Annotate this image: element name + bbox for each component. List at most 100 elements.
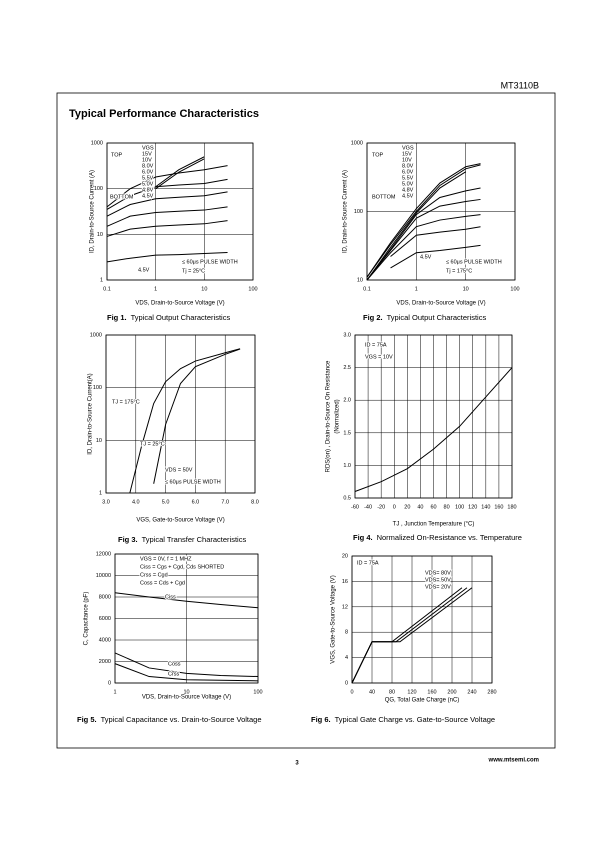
annotation: VGS (402, 145, 414, 151)
series-label: 10V (402, 157, 412, 163)
y-tick-label: 1.5 (343, 430, 351, 436)
x-tick-label: 40 (417, 504, 423, 510)
annotation: 4.5V (138, 267, 150, 273)
y-axis-label: ID, Drain-to-Source Current (A) (343, 170, 349, 253)
figure-caption: Typical Transfer Characteristics (142, 535, 247, 544)
y-tick-label: 12000 (96, 551, 111, 557)
x-tick-label: 100 (253, 689, 262, 695)
y-tick-label: 10000 (96, 573, 111, 579)
series-label: 4.5V (142, 193, 154, 199)
annotation: ID = 75A (365, 342, 387, 348)
curve (354, 367, 513, 492)
figure-label: Fig 2. (363, 313, 383, 322)
y-tick-label: 20 (342, 553, 348, 559)
x-tick-label: -40 (364, 504, 372, 510)
figure-label: Fig 1. (107, 313, 127, 322)
x-tick-label: 240 (467, 689, 476, 695)
annotation: TOP (111, 152, 123, 158)
annotation: ID = 75A (357, 560, 379, 566)
x-tick-label: 100 (510, 286, 519, 292)
series-label: Crss (168, 671, 180, 677)
x-tick-label: 120 (468, 504, 477, 510)
x-tick-label: 0 (393, 504, 396, 510)
annotation: 4.5V (420, 254, 432, 260)
curve (106, 252, 228, 263)
x-tick-label: 100 (455, 504, 464, 510)
x-tick-label: 60 (430, 504, 436, 510)
y-tick-label: 1 (99, 490, 102, 496)
annotation: ≤ 60μs PULSE WIDTH (165, 479, 221, 485)
annotation: Tj = 175°C (446, 268, 472, 274)
series-label: 5.0V (142, 181, 154, 187)
x-tick-label: 200 (447, 689, 456, 695)
y-tick-label: 8 (345, 630, 348, 636)
x-tick-label: 3.0 (102, 499, 110, 505)
figure-caption: Typical Output Characteristics (387, 313, 487, 322)
series-label: VDS= 20V (425, 584, 451, 590)
figure-caption: Normalized On-Resistance vs. Temperature (377, 533, 522, 542)
x-tick-label: 0 (350, 689, 353, 695)
series-label: VDS= 50V (425, 577, 451, 583)
x-tick-label: 100 (248, 286, 257, 292)
series-label: 8.0V (142, 163, 154, 169)
x-tick-label: 7.0 (221, 499, 229, 505)
curve (390, 244, 481, 269)
series-label: 4.8V (142, 187, 154, 193)
x-tick-label: 8.0 (251, 499, 259, 505)
series-label: TJ = 175°C (112, 399, 140, 405)
y-tick-label: 12 (342, 604, 348, 610)
curve (366, 187, 481, 281)
curve (106, 191, 228, 217)
annotation: VDS = 50V (165, 467, 193, 473)
curve (106, 220, 228, 237)
x-tick-label: 140 (481, 504, 490, 510)
curve (114, 652, 259, 678)
plot-frame (105, 334, 256, 494)
annotation: VGS = 10V (365, 354, 393, 360)
annotation: Ciss = Cgs + Cgd, Cds SHORTED (140, 564, 224, 570)
x-tick-label: -60 (351, 504, 359, 510)
y-axis-label: ID, Drain-to-Source Current (A) (90, 170, 96, 253)
x-axis-label: VDS, Drain-to-Source Voltage (V) (396, 301, 485, 307)
curve (390, 226, 481, 257)
y-tick-label: 100 (94, 186, 103, 192)
y-tick-label: 10 (96, 438, 102, 444)
y-tick-label: 100 (354, 209, 363, 215)
y-tick-label: 100 (93, 385, 102, 391)
x-tick-label: 10 (463, 286, 469, 292)
curve (106, 206, 228, 227)
y-tick-label: 10 (97, 232, 103, 238)
y-tick-label: 2.0 (343, 398, 351, 404)
x-tick-label: 10 (201, 286, 207, 292)
curve (366, 214, 481, 281)
y-tick-label: 4 (345, 655, 348, 661)
y-tick-label: 1000 (91, 140, 103, 146)
x-tick-label: 40 (369, 689, 375, 695)
x-tick-label: 180 (507, 504, 516, 510)
y-tick-label: 3.0 (343, 332, 351, 338)
y-axis-label: C, Capacitance (pF) (84, 592, 90, 646)
curve (366, 163, 481, 278)
x-axis-label: TJ , Junction Temperature (°C) (393, 522, 475, 528)
y-tick-label: 1.0 (343, 463, 351, 469)
series-label: 6.0V (402, 169, 414, 175)
figure-caption: Typical Capacitance vs. Drain-to-Source … (101, 715, 262, 724)
y-axis-label: VGS, Gate-to-Source Voltage (V) (331, 575, 337, 663)
y-tick-label: 1000 (351, 140, 363, 146)
x-axis-label: VGS, Gate-to-Source Voltage (V) (136, 518, 224, 524)
curve (155, 158, 205, 190)
annotation: ≤ 60μs PULSE WIDTH (446, 259, 502, 265)
y-axis-label: ID, Drain-to-Source Current(A) (88, 373, 94, 454)
x-axis-label: QG, Total Gate Charge (nC) (385, 698, 460, 704)
x-tick-label: 80 (389, 689, 395, 695)
x-tick-label: 1 (154, 286, 157, 292)
x-tick-label: -20 (377, 504, 385, 510)
figure-caption: Typical Output Characteristics (131, 313, 231, 322)
series-label: VDS= 80V (425, 570, 451, 576)
x-tick-label: 6.0 (192, 499, 200, 505)
series-label: 10V (142, 157, 152, 163)
y-tick-label: 1000 (90, 332, 102, 338)
y-tick-label: 8000 (99, 594, 111, 600)
series-label: 5.5V (402, 175, 414, 181)
curve (114, 663, 259, 682)
